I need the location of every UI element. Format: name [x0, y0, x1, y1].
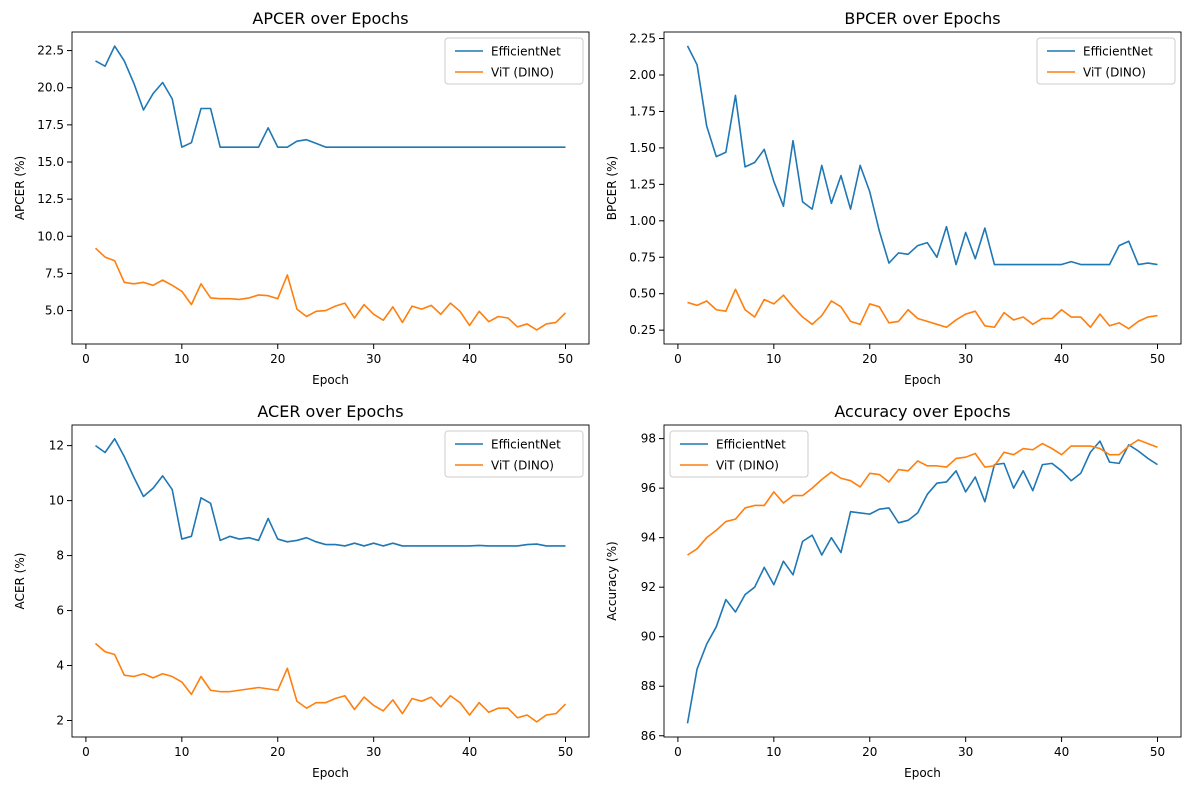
acer-x-axis-label: Epoch — [312, 766, 349, 780]
acer-y-tick-label: 8 — [56, 549, 64, 563]
bpcer-y-tick-label: 1.75 — [629, 104, 656, 118]
accuracy-x-tick-label: 30 — [958, 745, 973, 759]
bpcer-x-tick-label: 50 — [1150, 352, 1165, 366]
apcer-subplot: APCER over Epochs 0 10 20 30 40 50 5.0 7.5 10.0 12… — [13, 9, 590, 387]
accuracy-series-efficientnet-line — [686, 440, 1158, 724]
acer-axes-frame — [71, 424, 590, 738]
accuracy-legend-label-efficientnet: EfficientNet — [716, 438, 786, 452]
apcer-x-axis-label: Epoch — [312, 373, 349, 387]
bpcer-y-tick-label: 0.75 — [629, 250, 656, 264]
accuracy-y-tick-label: 94 — [641, 531, 656, 545]
acer-subplot: ACER over Epochs 0 10 20 30 40 50 2 4 6 8 10 12 Epoch… — [13, 402, 590, 780]
apcer-y-tick-label: 10.0 — [37, 229, 64, 243]
accuracy-y-tick-label: 88 — [641, 679, 656, 693]
apcer-y-axis-label: APCER (%) — [13, 156, 27, 220]
apcer-y-tick-label: 22.5 — [37, 44, 64, 58]
acer-y-tick-label: 2 — [56, 714, 64, 728]
apcer-y-tick-label: 15.0 — [37, 155, 64, 169]
acer-x-tick-label: 50 — [558, 745, 573, 759]
acer-x-tick-label: 0 — [82, 745, 90, 759]
bpcer-x-tick-label: 40 — [1054, 352, 1069, 366]
bpcer-x-tick-label: 10 — [766, 352, 781, 366]
apcer-chart-title: APCER over Epochs — [252, 9, 408, 28]
acer-x-tick-label: 30 — [366, 745, 381, 759]
bpcer-series-efficientnet-line — [686, 45, 1158, 266]
bpcer-subplot: BPCER over Epochs 0 10 20 30 40 50 0.25 0.50 0.75… — [605, 9, 1182, 387]
bpcer-x-axis-label: Epoch — [904, 373, 941, 387]
accuracy-y-tick-label: 90 — [641, 630, 656, 644]
accuracy-legend-label-vit-dino: ViT (DINO) — [716, 459, 779, 473]
accuracy-y-tick-label: 92 — [641, 580, 656, 594]
accuracy-x-tick-label: 40 — [1054, 745, 1069, 759]
accuracy-x-tick-label: 50 — [1150, 745, 1165, 759]
apcer-x-tick-label: 0 — [82, 352, 90, 366]
bpcer-y-tick-label: 1.50 — [629, 141, 656, 155]
apcer-y-tick-label: 20.0 — [37, 81, 64, 95]
bpcer-series-vit-dino-line — [687, 288, 1158, 330]
bpcer-y-tick-label: 2.00 — [629, 68, 656, 82]
acer-chart-title: ACER over Epochs — [257, 402, 403, 421]
accuracy-x-tick-label: 0 — [674, 745, 682, 759]
apcer-series-efficientnet-line — [95, 45, 566, 148]
accuracy-subplot: Accuracy over Epochs 0 10 20 30 40 50 86 88 90 92 9… — [605, 402, 1182, 780]
accuracy-chart-title: Accuracy over Epochs — [834, 402, 1010, 421]
acer-legend: EfficientNet ViT (DINO) — [444, 430, 584, 478]
acer-legend-label-efficientnet: EfficientNet — [491, 438, 561, 452]
accuracy-legend: EfficientNet ViT (DINO) — [669, 430, 809, 478]
acer-y-tick-label: 6 — [56, 604, 64, 618]
apcer-x-tick-label: 20 — [270, 352, 285, 366]
acer-y-tick-label: 12 — [49, 439, 64, 453]
bpcer-y-tick-label: 2.25 — [629, 32, 656, 46]
bpcer-x-tick-label: 0 — [674, 352, 682, 366]
accuracy-series-vit-dino-line — [687, 439, 1158, 556]
apcer-legend: EfficientNet ViT (DINO) — [444, 37, 584, 85]
acer-series-vit-dino-line — [94, 642, 567, 723]
bpcer-y-axis-label: BPCER (%) — [605, 156, 619, 220]
accuracy-x-tick-label: 20 — [862, 745, 877, 759]
acer-x-tick-label: 40 — [462, 745, 477, 759]
apcer-legend-label-efficientnet: EfficientNet — [491, 45, 561, 59]
acer-y-axis-label: ACER (%) — [13, 553, 27, 610]
apcer-y-tick-label: 7.5 — [45, 266, 64, 280]
bpcer-axes-frame — [663, 31, 1182, 345]
acer-legend-label-vit-dino: ViT (DINO) — [491, 459, 554, 473]
apcer-legend-label-vit-dino: ViT (DINO) — [491, 66, 554, 80]
bpcer-y-tick-label: 1.25 — [629, 177, 656, 191]
apcer-x-tick-label: 50 — [558, 352, 573, 366]
accuracy-y-tick-label: 98 — [641, 432, 656, 446]
bpcer-x-tick-label: 30 — [958, 352, 973, 366]
apcer-series-vit-dino-line — [94, 247, 567, 331]
accuracy-axes-frame — [663, 424, 1182, 738]
acer-x-tick-label: 10 — [174, 745, 189, 759]
bpcer-legend-label-vit-dino: ViT (DINO) — [1083, 66, 1146, 80]
bpcer-y-tick-label: 0.25 — [629, 323, 656, 337]
apcer-y-tick-label: 17.5 — [37, 118, 64, 132]
apcer-x-tick-label: 30 — [366, 352, 381, 366]
bpcer-y-tick-label: 0.50 — [629, 287, 656, 301]
acer-x-tick-label: 20 — [270, 745, 285, 759]
bpcer-y-tick-label: 1.00 — [629, 214, 656, 228]
apcer-x-tick-label: 40 — [462, 352, 477, 366]
acer-y-tick-label: 10 — [49, 494, 64, 508]
bpcer-chart-title: BPCER over Epochs — [844, 9, 1000, 28]
bpcer-legend-label-efficientnet: EfficientNet — [1083, 45, 1153, 59]
acer-y-tick-label: 4 — [56, 659, 64, 673]
accuracy-y-axis-label: Accuracy (%) — [605, 541, 619, 620]
acer-series-efficientnet-line — [95, 437, 566, 547]
apcer-y-tick-label: 12.5 — [37, 192, 64, 206]
bpcer-x-tick-label: 20 — [862, 352, 877, 366]
accuracy-x-axis-label: Epoch — [904, 766, 941, 780]
apcer-axes-frame — [71, 31, 590, 345]
accuracy-y-tick-label: 86 — [641, 729, 656, 743]
bpcer-legend: EfficientNet ViT (DINO) — [1036, 37, 1176, 85]
apcer-x-tick-label: 10 — [174, 352, 189, 366]
accuracy-y-tick-label: 96 — [641, 481, 656, 495]
accuracy-x-tick-label: 10 — [766, 745, 781, 759]
apcer-y-tick-label: 5.0 — [45, 304, 64, 318]
